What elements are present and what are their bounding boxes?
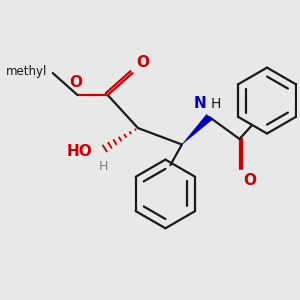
Text: O: O [136, 55, 149, 70]
Text: methyl: methyl [6, 65, 47, 78]
Text: O: O [243, 172, 256, 188]
Text: O: O [70, 75, 83, 90]
Text: H: H [99, 160, 108, 173]
Text: H: H [211, 97, 221, 111]
Polygon shape [182, 114, 212, 145]
Text: N: N [193, 96, 206, 111]
Text: HO: HO [67, 144, 93, 159]
